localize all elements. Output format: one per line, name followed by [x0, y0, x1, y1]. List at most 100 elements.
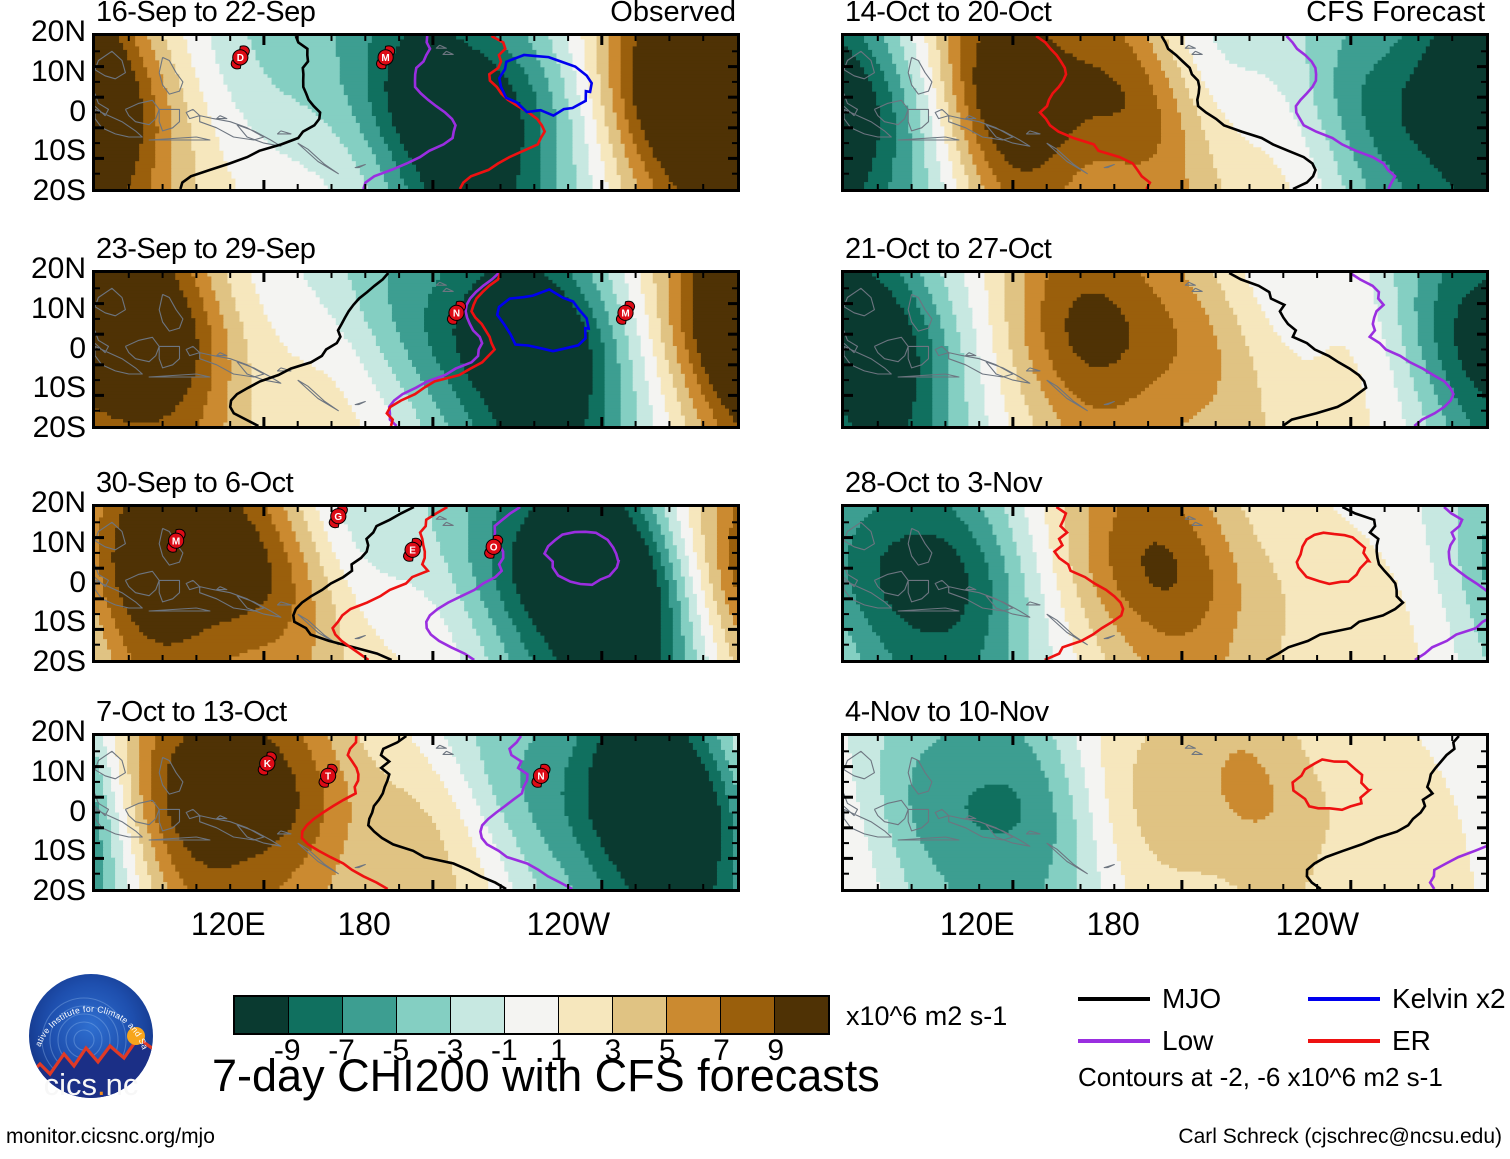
svg-text:N: N [453, 308, 460, 319]
contour-fill [844, 273, 1486, 426]
x-axis-label: 180 [1086, 906, 1140, 942]
colorbar-tick: 5 [658, 1034, 676, 1067]
legend-item-mjo: MJO [1078, 985, 1221, 1013]
low-contour [1349, 273, 1455, 426]
storm-marker[interactable]: M [616, 300, 635, 325]
svg-text:G: G [334, 512, 342, 523]
colorbar-units-label: x10^6 m2 s-1 [846, 1001, 1008, 1031]
y-axis-label: 10N [30, 754, 86, 788]
colorbar-swatch [775, 997, 828, 1033]
y-axis-label: 10S [32, 371, 86, 405]
contour-fill [95, 736, 737, 889]
map-panel [841, 270, 1489, 429]
author-credit: Carl Schreck (cjschrec@ncsu.edu) [1178, 1125, 1502, 1148]
colorbar-swatch [559, 997, 613, 1033]
storm-marker[interactable]: D [230, 45, 250, 70]
svg-text:M: M [172, 536, 180, 547]
contour-note: Contours at -2, -6 x10^6 m2 s-1 [1078, 1062, 1443, 1092]
legend-label: MJO [1162, 983, 1222, 1014]
colorbar-swatch [613, 997, 667, 1033]
er-contour [300, 736, 389, 889]
colorbar-tick: -5 [382, 1034, 410, 1067]
low-contour [1414, 507, 1486, 660]
low-contour [1285, 36, 1397, 189]
y-axis-label: 10S [32, 605, 86, 639]
svg-text:M: M [381, 53, 389, 64]
y-axis-label: 10N [30, 291, 86, 325]
y-axis-label: 10N [30, 54, 86, 88]
svg-text:D: D [237, 53, 244, 64]
colorbar-swatch [397, 997, 451, 1033]
storm-marker[interactable]: N [447, 300, 466, 325]
svg-text:O: O [490, 542, 498, 553]
y-axis-label: 10N [30, 525, 86, 559]
legend-label: Low [1162, 1025, 1214, 1056]
mjo-contour [228, 273, 390, 426]
y-axis-label: 10S [32, 834, 86, 868]
storm-marker[interactable]: O [484, 534, 504, 559]
panel-title: 30-Sep to 6-Oct [96, 467, 294, 499]
map-panel: K T N [92, 733, 740, 892]
x-axis-label: 120W [1275, 906, 1360, 942]
site-url[interactable]: monitor.cicsnc.org/mjo [6, 1125, 215, 1148]
panel-title: 23-Sep to 29-Sep [96, 233, 316, 265]
colorbar-tick-labels: -9 -7 -5 -3 -1 1 3 5 7 9 [233, 1036, 830, 1070]
map-panel [841, 33, 1489, 192]
coastlines [844, 44, 1203, 175]
y-axis-label: 20S [32, 411, 86, 444]
colorbar-swatch [505, 997, 559, 1033]
low-contour [1428, 844, 1486, 889]
contour-fill [844, 736, 1486, 889]
colorbar-tick: -1 [491, 1034, 518, 1067]
closed-contour [542, 530, 621, 587]
legend-line-swatch [1308, 997, 1380, 1001]
storm-marker[interactable]: M [376, 45, 396, 70]
closed-contour [1295, 531, 1372, 586]
y-axis-label: 10S [32, 134, 86, 168]
y-axis-label: 20S [32, 874, 86, 907]
mjo-contour [366, 736, 507, 889]
kelvin-contour [495, 287, 591, 353]
mjo-contour [291, 507, 415, 660]
mjo-contour [1265, 507, 1405, 660]
colorbar-tick: 9 [767, 1034, 785, 1067]
x-axis-label: 180 [337, 906, 391, 942]
storm-marker[interactable]: N [531, 763, 551, 788]
storm-marker[interactable]: K [257, 751, 277, 776]
legend-line-swatch [1308, 1039, 1380, 1043]
storm-marker[interactable]: M [166, 528, 186, 553]
closed-contour [1291, 758, 1373, 812]
y-axis-label: 20N [30, 252, 86, 285]
y-axis-label: 20S [32, 645, 86, 678]
logo-graphic: Cooperative Institute for Climate and Sa… [11, 954, 153, 1102]
y-axis-label: 0 [69, 331, 86, 365]
contour-fill [95, 36, 737, 189]
coastlines [95, 44, 454, 175]
x-axis-label: 120E [190, 906, 266, 942]
mjo-contour [1228, 273, 1368, 426]
y-axis-label: 0 [69, 565, 86, 599]
colorbar-tick: -7 [328, 1034, 355, 1067]
contour-fill [95, 507, 737, 660]
panel-title: 14-Oct to 20-Oct [845, 0, 1052, 28]
colorbar-tick: 7 [713, 1034, 730, 1067]
colorbar-tick: -3 [436, 1034, 464, 1067]
map-panel: M G E O [92, 504, 740, 663]
coastlines [95, 515, 454, 646]
colorbar-swatch [343, 997, 397, 1033]
storm-marker[interactable]: G [328, 507, 348, 529]
colorbar-swatch [235, 997, 289, 1033]
kelvin-contour [497, 53, 594, 118]
panel-title: 4-Nov to 10-Nov [845, 696, 1049, 728]
storm-marker[interactable]: E [403, 537, 423, 562]
mjo-contour [179, 36, 322, 189]
contour-fill [844, 36, 1486, 189]
legend-item-kelvin-x2: Kelvin x2 [1308, 985, 1506, 1013]
storm-marker[interactable]: T [318, 763, 338, 788]
legend: MJO Kelvin x2 Low ER [1078, 985, 1506, 1056]
coastlines [95, 744, 454, 875]
panel-title: 16-Sep to 22-Sep [96, 0, 316, 28]
x-axis-label: 120E [939, 906, 1015, 942]
colorbar [233, 995, 830, 1035]
y-axis-label: 20N [30, 486, 86, 519]
